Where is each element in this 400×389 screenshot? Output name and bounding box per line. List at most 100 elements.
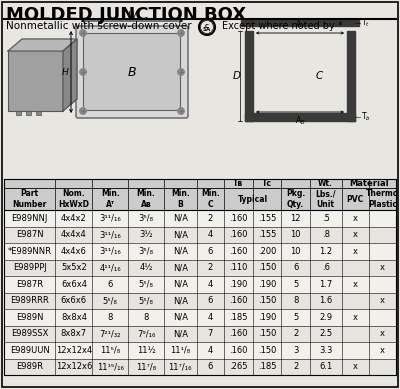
Text: .160: .160	[229, 296, 248, 305]
Text: 11¹⁵/₁₆: 11¹⁵/₁₆	[97, 362, 124, 371]
Text: N/A: N/A	[173, 329, 188, 338]
Text: 11¹/₈: 11¹/₈	[170, 346, 190, 355]
Bar	[8, 51, 63, 111]
Text: 4x4x2: 4x4x2	[61, 214, 87, 223]
Text: 3¹¹/₁₆: 3¹¹/₁₆	[100, 230, 121, 239]
Text: E989R: E989R	[16, 362, 43, 371]
Text: .150: .150	[258, 296, 276, 305]
FancyBboxPatch shape	[76, 26, 188, 118]
Text: Wt.: Wt.	[318, 179, 333, 188]
Text: Min.
C: Min. C	[201, 189, 220, 209]
Text: 5⁵/₈: 5⁵/₈	[103, 296, 118, 305]
Text: .150: .150	[258, 346, 276, 355]
Text: A$_B$: A$_B$	[295, 114, 305, 126]
Text: Nonmetallic with screw-down cover: Nonmetallic with screw-down cover	[6, 21, 192, 31]
Text: Part
Number: Part Number	[12, 189, 47, 209]
Text: N/A: N/A	[173, 280, 188, 289]
Text: Tʙ: Tʙ	[233, 179, 244, 188]
Text: .160: .160	[229, 329, 248, 338]
Text: 7⁹/₁₆: 7⁹/₁₆	[137, 329, 155, 338]
Text: E987R: E987R	[16, 280, 43, 289]
Text: 3: 3	[293, 346, 298, 355]
Text: x: x	[380, 296, 385, 305]
Text: 5: 5	[293, 280, 298, 289]
Text: Tᴄ: Tᴄ	[262, 179, 272, 188]
Text: .150: .150	[258, 263, 276, 272]
Text: 6: 6	[108, 280, 113, 289]
Text: 5x5x2: 5x5x2	[61, 263, 87, 272]
Bar	[4, 179, 396, 210]
Text: 2: 2	[208, 214, 213, 223]
Text: 12: 12	[290, 214, 301, 223]
Text: 4: 4	[208, 230, 213, 239]
Text: 4¹¹/₁₆: 4¹¹/₁₆	[100, 263, 121, 272]
Bar	[4, 259, 396, 276]
Text: Thermo
Plastic: Thermo Plastic	[366, 189, 399, 209]
Text: .185: .185	[258, 362, 276, 371]
Text: N/A: N/A	[173, 263, 188, 272]
FancyBboxPatch shape	[84, 33, 180, 110]
Text: .190: .190	[258, 313, 276, 322]
Text: T$_b$: T$_b$	[361, 111, 371, 123]
Text: x: x	[380, 263, 385, 272]
Text: x: x	[353, 362, 358, 371]
Text: 6x6x6: 6x6x6	[61, 296, 87, 305]
Text: 7: 7	[208, 329, 213, 338]
Circle shape	[80, 30, 86, 37]
Text: 10: 10	[290, 247, 301, 256]
Text: .160: .160	[229, 230, 248, 239]
Polygon shape	[63, 39, 77, 111]
Text: 11⁷/₈: 11⁷/₈	[136, 362, 156, 371]
Text: 4: 4	[208, 313, 213, 322]
Bar	[4, 326, 396, 342]
Text: 3.3: 3.3	[319, 346, 332, 355]
Text: *E989NNR: *E989NNR	[8, 247, 52, 256]
Bar	[4, 342, 396, 359]
Text: D: D	[233, 71, 241, 81]
Polygon shape	[241, 20, 359, 26]
Circle shape	[80, 68, 86, 75]
Text: 3⁵/₈: 3⁵/₈	[138, 247, 154, 256]
Text: .6: .6	[322, 263, 330, 272]
Text: 5: 5	[293, 313, 298, 322]
Text: E989UUN: E989UUN	[10, 346, 50, 355]
Text: .150: .150	[258, 329, 276, 338]
Text: 11½: 11½	[137, 346, 155, 355]
Text: 1.7: 1.7	[319, 280, 332, 289]
Text: 3¹¹/₁₆: 3¹¹/₁₆	[100, 247, 121, 256]
Text: E989SSX: E989SSX	[11, 329, 48, 338]
Text: N/A: N/A	[173, 247, 188, 256]
Text: x: x	[380, 346, 385, 355]
Text: 8x8x7: 8x8x7	[61, 329, 87, 338]
Text: Except where noted by *: Except where noted by *	[222, 21, 343, 31]
Polygon shape	[245, 31, 253, 121]
Text: .200: .200	[258, 247, 276, 256]
Text: x: x	[353, 313, 358, 322]
Text: 6: 6	[208, 296, 213, 305]
Bar	[4, 243, 396, 259]
Text: PVC: PVC	[347, 194, 364, 203]
Text: x: x	[353, 247, 358, 256]
Text: 5⁵/₈: 5⁵/₈	[138, 280, 154, 289]
Polygon shape	[347, 31, 355, 121]
Text: 4½: 4½	[139, 263, 153, 272]
Text: 6.1: 6.1	[319, 362, 332, 371]
Text: .110: .110	[229, 263, 248, 272]
Text: 3½: 3½	[139, 230, 153, 239]
Bar	[4, 276, 396, 293]
Text: N/A: N/A	[173, 214, 188, 223]
Text: MOLDED JUNCTION BOX: MOLDED JUNCTION BOX	[6, 6, 246, 24]
Polygon shape	[245, 113, 355, 121]
Text: Min.
B: Min. B	[171, 189, 190, 209]
Text: .155: .155	[258, 230, 276, 239]
Text: 6: 6	[208, 247, 213, 256]
Text: 8: 8	[293, 296, 298, 305]
Polygon shape	[342, 179, 369, 187]
Text: .185: .185	[229, 313, 248, 322]
Text: .160: .160	[229, 247, 248, 256]
Text: Lbs./
Unit: Lbs./ Unit	[316, 189, 336, 209]
Text: N/A: N/A	[173, 313, 188, 322]
Bar	[4, 293, 396, 309]
Text: 4: 4	[208, 280, 213, 289]
Text: Nom.
HxWxD: Nom. HxWxD	[58, 189, 90, 209]
